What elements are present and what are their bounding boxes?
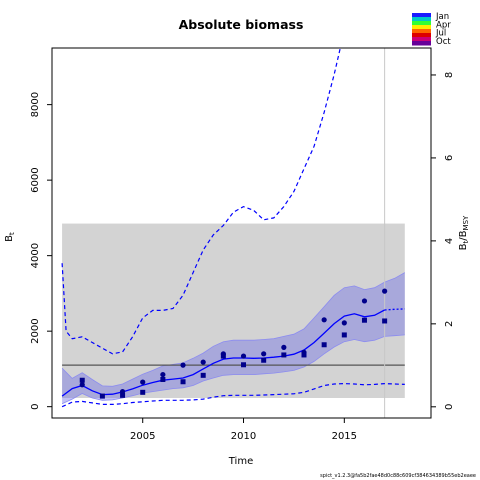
observation-point bbox=[281, 352, 287, 358]
observation-point bbox=[301, 352, 307, 358]
legend-color-swatch bbox=[412, 33, 431, 38]
y-axis-label-left-main: B bbox=[4, 235, 15, 242]
observation-point bbox=[261, 351, 267, 357]
plot-frame bbox=[51, 47, 432, 419]
series-layer bbox=[61, 47, 405, 408]
y-axis-label-right-main: B bbox=[458, 243, 469, 250]
legend-color-swatch bbox=[412, 25, 431, 30]
x-tick-label: 2010 bbox=[231, 431, 256, 442]
observation-point bbox=[160, 376, 166, 382]
legend-color-swatch bbox=[412, 21, 431, 26]
confidence-band bbox=[62, 272, 405, 404]
reference-lines-layer bbox=[62, 48, 405, 418]
observation-point bbox=[241, 362, 247, 368]
observation-point bbox=[200, 359, 206, 365]
observation-point bbox=[140, 379, 146, 385]
observation-point bbox=[240, 353, 247, 359]
y-axis-label-left-sub: t bbox=[8, 232, 16, 235]
y-tick-label-right: 4 bbox=[444, 238, 455, 244]
estimate-line bbox=[61, 309, 385, 397]
legend-color-swatch bbox=[412, 17, 431, 22]
observation-point bbox=[261, 357, 267, 363]
y-tick-label-left: 2000 bbox=[30, 318, 41, 343]
observation-point bbox=[120, 392, 126, 398]
y-tick-label-right: 8 bbox=[444, 72, 455, 78]
x-tick-label: 2005 bbox=[130, 431, 155, 442]
legend-label: Jan bbox=[435, 12, 449, 22]
forecast-line bbox=[384, 308, 405, 311]
y-tick-label-right: 0 bbox=[444, 404, 455, 410]
observation-point bbox=[281, 344, 287, 350]
legend-color-swatch bbox=[412, 29, 431, 34]
observation-point bbox=[341, 320, 347, 326]
footer-version: spict_v1.2.3@fa5b2fae48d0c88c609cf384634… bbox=[320, 473, 476, 479]
observation-point bbox=[220, 353, 226, 359]
observation-point bbox=[180, 362, 186, 368]
observation-point bbox=[160, 371, 166, 378]
legend-color-swatch bbox=[412, 13, 431, 18]
y-axis-label-left: Bt bbox=[4, 232, 16, 242]
bmsy-reference-band-layer bbox=[62, 223, 405, 398]
observation-point bbox=[341, 332, 347, 338]
observation-point bbox=[79, 382, 85, 388]
observation-point bbox=[140, 389, 146, 395]
confidence-upper-edge bbox=[61, 272, 405, 387]
legend-label: Jul bbox=[435, 29, 446, 39]
observation-point bbox=[79, 377, 85, 383]
y-axis-label-right: Bt/BMSY bbox=[458, 215, 470, 250]
chart-title: Absolute biomass bbox=[179, 17, 304, 32]
observation-point bbox=[361, 298, 368, 304]
y-tick-label-right: 6 bbox=[444, 155, 455, 161]
bmsy-band bbox=[62, 223, 405, 398]
y-axis-label-right-sub2: MSY bbox=[462, 215, 470, 230]
observation-point bbox=[180, 379, 186, 385]
upper-dashed-line bbox=[61, 47, 341, 355]
lower-dashed-line bbox=[61, 382, 405, 408]
y-axis-label-right-sub1: t bbox=[462, 240, 470, 243]
y-tick-label-left: 0 bbox=[30, 403, 41, 409]
y-tick-label-left: 8000 bbox=[30, 92, 41, 117]
legend-label: Apr bbox=[436, 20, 451, 30]
observation-point bbox=[200, 372, 206, 378]
y-tick-label-left: 6000 bbox=[30, 167, 41, 192]
confidence-lower-edge bbox=[61, 334, 405, 405]
confidence-interval-layer bbox=[61, 272, 405, 405]
y-tick-label-left: 4000 bbox=[30, 243, 41, 268]
observation-point bbox=[361, 317, 367, 323]
observations-layer bbox=[79, 288, 388, 399]
legend-label: Oct bbox=[436, 37, 451, 47]
axes-layer: 2005 2010 2015 0 2000 4000 6000 8000 0 2 4 6 8 bbox=[30, 72, 455, 442]
observation-point bbox=[321, 342, 327, 348]
observation-point bbox=[382, 318, 388, 324]
observation-point bbox=[321, 317, 327, 323]
x-tick-label: 2015 bbox=[332, 431, 357, 442]
observation-point bbox=[382, 288, 388, 294]
legend-color-swatch bbox=[412, 37, 431, 42]
y-tick-label-right: 2 bbox=[444, 321, 455, 327]
y-axis-label-right-sep: /B bbox=[458, 230, 469, 240]
observation-point bbox=[99, 393, 105, 399]
x-axis-label: Time bbox=[228, 456, 253, 467]
legend-color-swatch bbox=[412, 41, 431, 46]
